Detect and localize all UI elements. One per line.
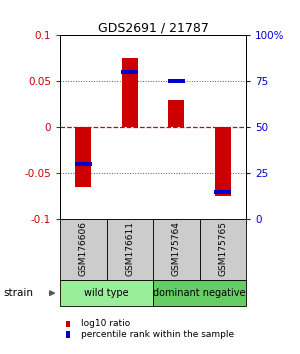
- Bar: [153, 280, 246, 306]
- Title: GDS2691 / 21787: GDS2691 / 21787: [98, 21, 208, 34]
- Bar: [122, 58, 138, 127]
- Bar: [168, 100, 184, 127]
- Bar: [106, 219, 153, 280]
- Bar: [60, 280, 153, 306]
- Text: strain: strain: [3, 288, 33, 298]
- Text: log10 ratio: log10 ratio: [81, 319, 130, 329]
- Bar: [214, 190, 231, 194]
- Bar: [75, 127, 92, 187]
- Bar: [214, 127, 231, 196]
- Bar: [75, 162, 92, 166]
- Bar: [153, 219, 200, 280]
- Text: GSM176606: GSM176606: [79, 221, 88, 276]
- Bar: [168, 79, 185, 84]
- Text: wild type: wild type: [84, 288, 129, 298]
- Text: percentile rank within the sample: percentile rank within the sample: [81, 330, 234, 339]
- Text: GSM176611: GSM176611: [125, 221, 134, 276]
- Bar: [121, 70, 138, 74]
- Bar: [200, 219, 246, 280]
- Text: GSM175765: GSM175765: [218, 221, 227, 276]
- Text: dominant negative: dominant negative: [153, 288, 246, 298]
- Text: GSM175764: GSM175764: [172, 221, 181, 276]
- Bar: [60, 219, 106, 280]
